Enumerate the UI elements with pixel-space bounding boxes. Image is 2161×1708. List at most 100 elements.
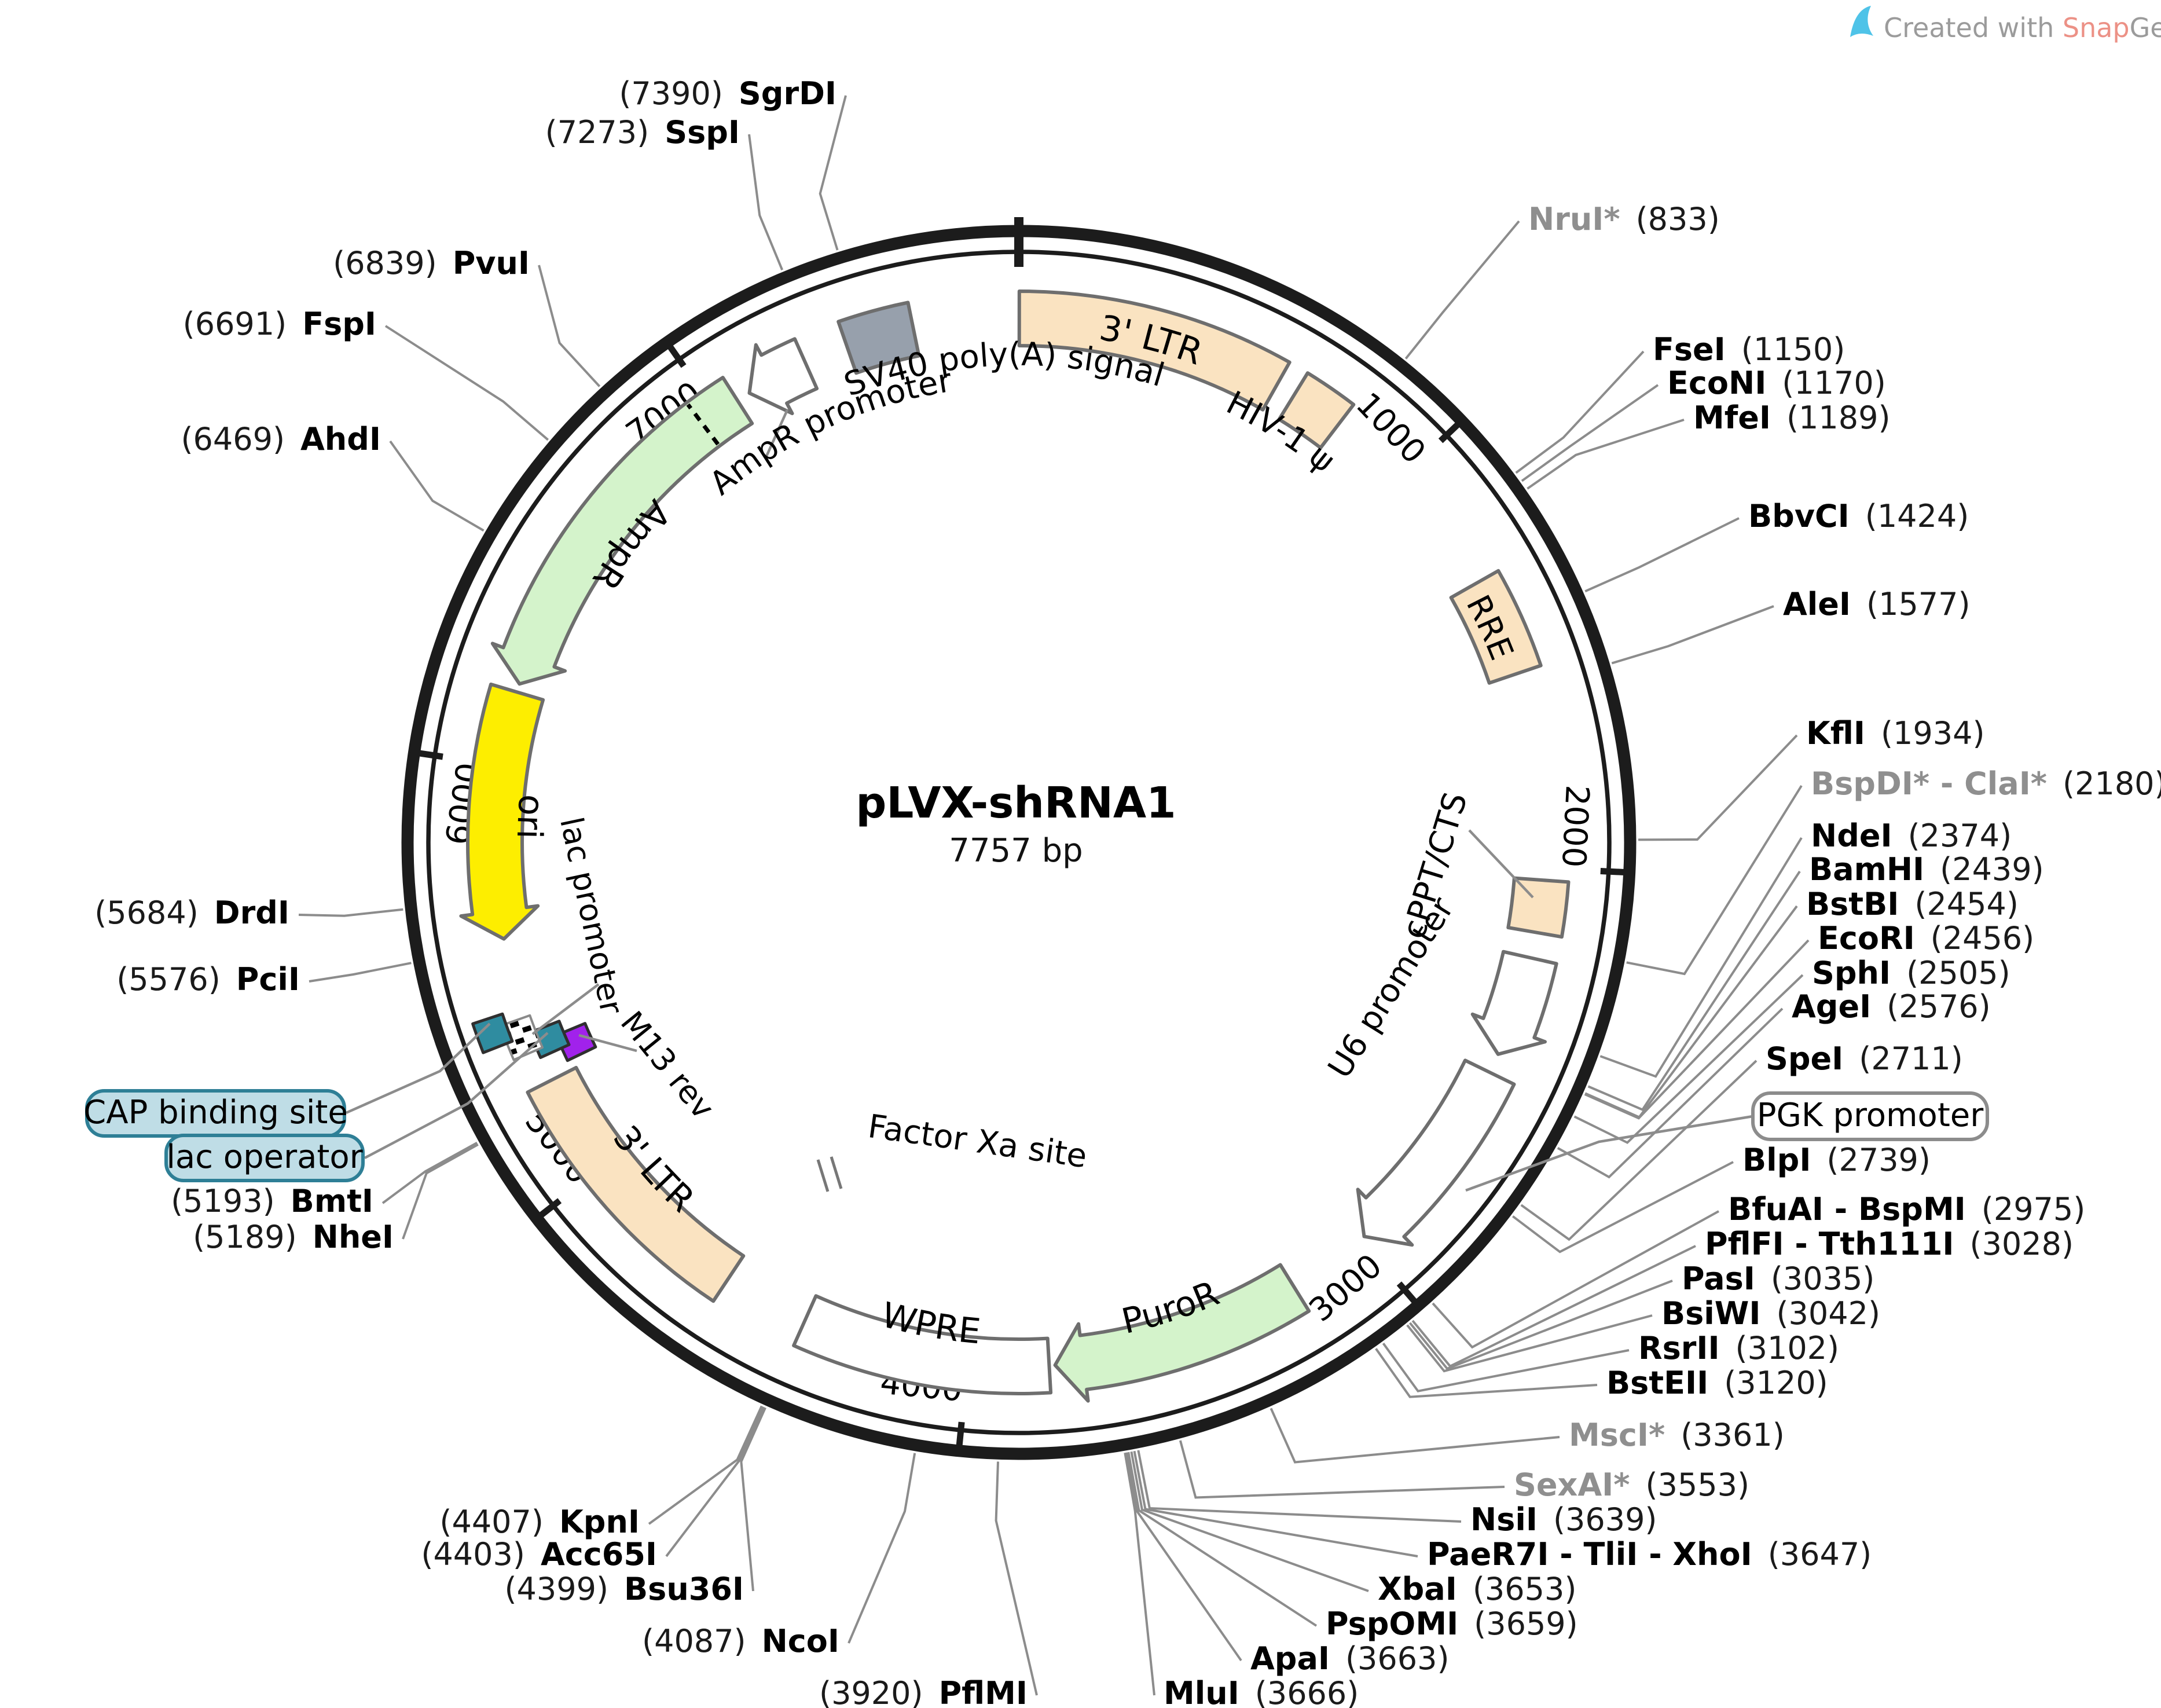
feature-puror	[1053, 1263, 1311, 1403]
enzyme-leader-Acc65I	[665, 1406, 765, 1557]
feature-ltr3-top	[1017, 289, 1292, 412]
enzyme-label-NruI-: NruI* (833)	[1528, 201, 1720, 237]
enzyme-leader-AgeI	[1557, 1007, 1784, 1179]
feature-leader-lac-promoter	[531, 983, 600, 1035]
boxed-label-leader-lac-operator	[364, 1032, 549, 1159]
enzyme-leader-EcoRI	[1584, 939, 1810, 1120]
enzyme-leader-NcoI	[847, 1453, 916, 1644]
enzyme-label-MfeI: MfeI (1189)	[1693, 399, 1891, 436]
enzyme-leader-BbvCI	[1584, 517, 1740, 593]
enzyme-leader-SexAI-	[1179, 1440, 1505, 1499]
enzyme-label-KflI: KflI (1934)	[1806, 715, 1985, 752]
enzyme-leader-PspOMI	[1127, 1452, 1318, 1627]
boxed-label-leader-pgk-promoter	[1465, 1115, 1753, 1192]
feature-rre	[1449, 569, 1543, 685]
enzyme-label-SspI: (7273) SspI	[545, 114, 740, 151]
tick-3000	[1396, 1281, 1423, 1310]
enzyme-label-PvuI: (6839) PvuI	[333, 245, 530, 281]
feature-leader-cppt-cts	[1468, 829, 1534, 899]
tick-1000	[1438, 416, 1466, 444]
enzyme-leader-FspI	[384, 325, 549, 441]
enzyme-label-RsrII: RsrII (3102)	[1638, 1330, 1839, 1366]
enzyme-label-NheI: (5189) NheI	[193, 1219, 394, 1255]
boxed-label-text-cap-binding-site: CAP binding site	[83, 1094, 348, 1131]
enzyme-leader-AhdI	[389, 440, 485, 532]
watermark-text: Created with SnapGene®	[1884, 12, 2161, 43]
enzyme-leader-PaeR7I-TliI-XhoI	[1133, 1450, 1418, 1557]
enzyme-label-SpeI: SpeI (2711)	[1766, 1040, 1963, 1077]
feature-ori	[459, 682, 545, 941]
feature-ampr-promoter	[747, 337, 819, 416]
enzyme-label-BbvCI: BbvCI (1424)	[1748, 498, 1969, 534]
feature-wpre	[792, 1294, 1053, 1395]
enzyme-leader-PciI	[309, 962, 412, 983]
enzyme-leader-MscI-	[1270, 1408, 1560, 1464]
enzyme-label-SphI: SphI (2505)	[1812, 955, 2010, 991]
enzyme-leader-XbaI	[1130, 1451, 1369, 1592]
enzyme-leader-SpeI	[1520, 1060, 1758, 1241]
enzyme-label-XbaI: XbaI (3653)	[1378, 1571, 1576, 1607]
enzyme-leader-KflI	[1638, 734, 1798, 841]
enzyme-leader-PflFI-Tth111I	[1411, 1245, 1696, 1368]
watermark-snap: Snap	[2063, 12, 2130, 43]
enzyme-label-Bsu36I: (4399) Bsu36I	[504, 1571, 744, 1607]
enzyme-label-SexAI-: SexAI* (3553)	[1514, 1467, 1749, 1503]
snapgene-watermark: Created with SnapGene®	[1850, 6, 2161, 43]
plasmid-size: 7757 bp	[949, 832, 1083, 870]
enzyme-leader-KpnI	[648, 1405, 763, 1525]
enzyme-label-BmtI: (5193) BmtI	[171, 1183, 373, 1219]
enzyme-label-NdeI: NdeI (2374)	[1811, 818, 2012, 854]
boxed-label-text-pgk-promoter: PGK promoter	[1757, 1097, 1984, 1134]
enzyme-label-PciI: (5576) PciI	[116, 961, 300, 998]
enzyme-leader-BlpI	[1511, 1161, 1734, 1253]
feature-m13-rev	[555, 1022, 597, 1062]
enzyme-label-PasI: PasI (3035)	[1682, 1260, 1874, 1297]
enzyme-leader-BmtI	[381, 1141, 478, 1204]
feature-hiv1-psi	[1277, 371, 1356, 450]
enzyme-leader-AleI	[1611, 605, 1774, 665]
enzyme-leader-PvuI	[538, 265, 601, 387]
enzyme-label-BfuAI-BspMI: BfuAI - BspMI (2975)	[1728, 1191, 2085, 1227]
feature-ampr	[490, 376, 754, 686]
feature-label-lac-promoter: lac promoter	[553, 814, 630, 1018]
enzyme-leader-EcoNI	[1521, 384, 1659, 482]
factor-xa-leader-mark-0	[816, 1159, 830, 1192]
tick-7000	[662, 338, 687, 368]
enzyme-label-NsiI: NsiI (3639)	[1470, 1501, 1657, 1538]
feature-lac-promoter	[499, 1014, 544, 1061]
enzyme-label-BstEII: BstEII (3120)	[1606, 1365, 1828, 1401]
enzyme-label-FspI: (6691) FspI	[183, 306, 376, 342]
enzyme-leader-NdeI	[1599, 837, 1803, 1078]
tick-label-3000: 3000	[1302, 1247, 1389, 1329]
boxed-label-box-lac-operator	[164, 1134, 365, 1182]
feature-cap-binding-box	[471, 1012, 514, 1054]
generated-map-layer: 10002000300040005000600070003' LTRHIV-1 …	[83, 75, 2161, 1708]
boxed-label-leader-cap-binding-site	[346, 1022, 491, 1115]
feature-u6-promoter	[1470, 950, 1558, 1056]
enzyme-leader-SspI	[748, 134, 784, 270]
enzyme-label-BlpI: BlpI (2739)	[1742, 1142, 1931, 1178]
enzyme-leader-RsrII	[1382, 1343, 1630, 1392]
enzyme-leader-SgrDI	[819, 95, 847, 251]
enzyme-leader-BspDI-ClaI-	[1626, 785, 1803, 976]
tick-label-2000: 2000	[1554, 784, 1596, 868]
tick-2000	[1600, 867, 1633, 876]
boxed-label-text-lac-operator: lac operator	[166, 1138, 363, 1176]
enzyme-leader-MluI	[1124, 1452, 1155, 1696]
tick-6000	[410, 749, 443, 760]
enzyme-leader-NheI	[402, 1143, 479, 1240]
feature-label-m13-rev: M13 rev	[614, 1005, 722, 1126]
enzyme-label-PflFI-Tth111I: PflFI - Tth111I (3028)	[1705, 1226, 2074, 1262]
enzyme-label-AhdI: (6469) AhdI	[181, 421, 381, 457]
enzyme-label-SgrDI: (7390) SgrDI	[619, 75, 836, 112]
enzyme-leader-BstEII	[1375, 1348, 1598, 1398]
enzyme-leader-NruI-	[1404, 220, 1520, 360]
enzyme-label-ApaI: ApaI (3663)	[1250, 1640, 1450, 1677]
watermark-prefix: Created with	[1884, 12, 2063, 43]
enzyme-label-DrdI: (5684) DrdI	[94, 895, 289, 931]
enzyme-leader-BamHI	[1587, 870, 1801, 1112]
enzyme-label-BspDI-ClaI-: BspDI* - ClaI* (2180)	[1811, 765, 2161, 802]
enzyme-leader-MfeI	[1527, 419, 1685, 490]
